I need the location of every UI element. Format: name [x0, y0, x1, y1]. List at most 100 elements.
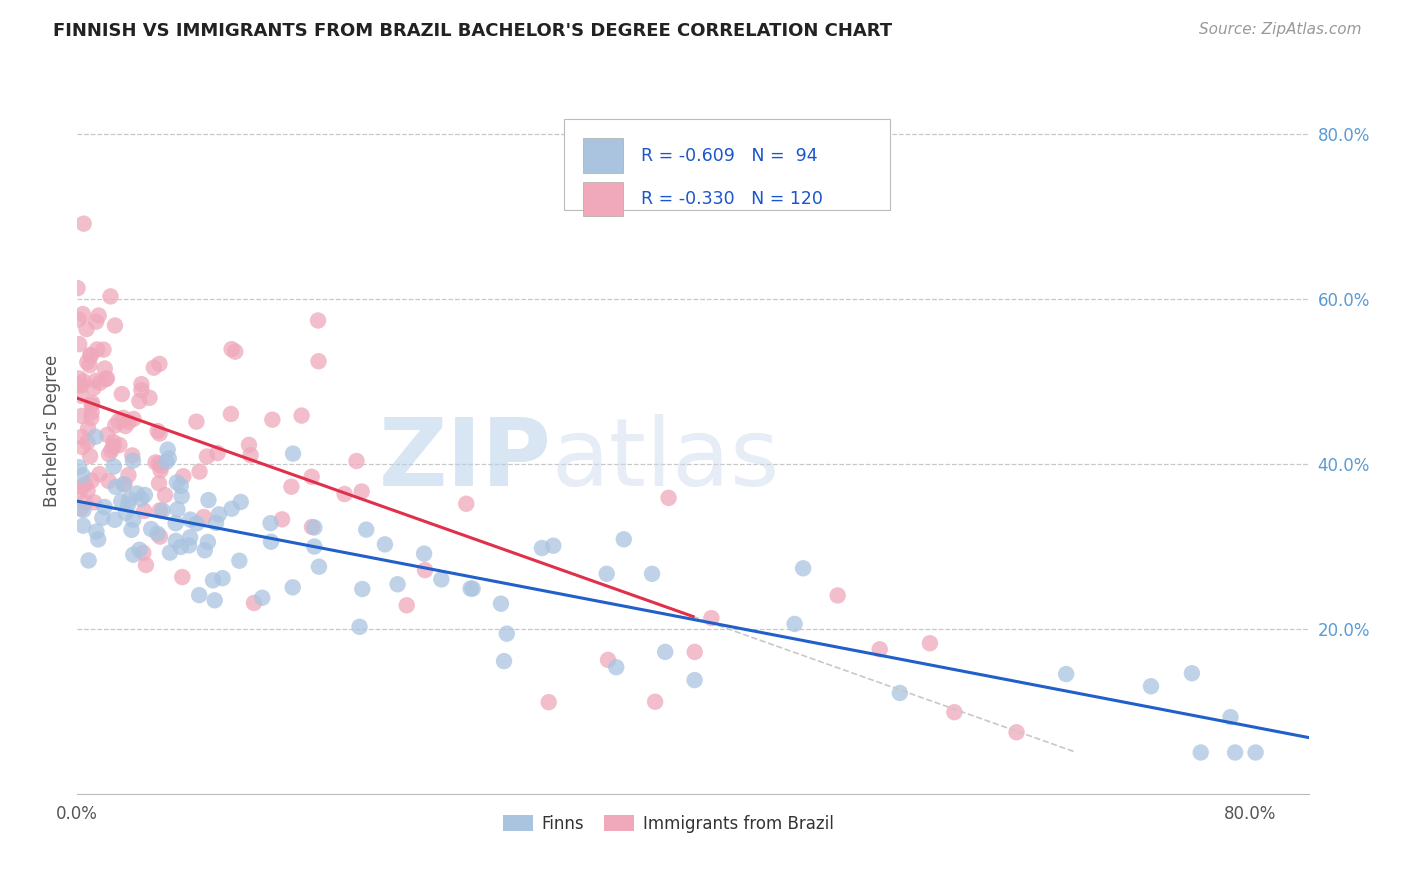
Point	[374, 537, 396, 551]
Point	[72, 468, 94, 483]
Point	[100, 443, 122, 458]
Point	[87, 309, 110, 323]
Point	[188, 588, 211, 602]
Point	[84, 315, 107, 329]
Point	[204, 593, 226, 607]
Point	[179, 530, 201, 544]
Point	[83, 381, 105, 395]
Point	[229, 495, 252, 509]
FancyBboxPatch shape	[564, 120, 890, 210]
Text: FINNISH VS IMMIGRANTS FROM BRAZIL BACHELOR'S DEGREE CORRELATION CHART: FINNISH VS IMMIGRANTS FROM BRAZIL BACHEL…	[53, 22, 893, 40]
Point	[683, 645, 706, 659]
Point	[89, 467, 111, 482]
Point	[413, 547, 436, 561]
Point	[195, 450, 218, 464]
Point	[201, 574, 224, 588]
Point	[139, 522, 162, 536]
Point	[613, 533, 636, 547]
Point	[197, 535, 219, 549]
Point	[352, 582, 374, 596]
Point	[211, 571, 233, 585]
Point	[543, 539, 565, 553]
Point	[350, 484, 373, 499]
FancyBboxPatch shape	[583, 182, 623, 217]
Point	[122, 412, 145, 426]
Point	[188, 465, 211, 479]
Point	[356, 523, 378, 537]
Point	[395, 599, 418, 613]
Point	[304, 540, 326, 554]
Point	[157, 451, 180, 466]
Point	[170, 489, 193, 503]
Point	[259, 516, 281, 530]
Point	[122, 548, 145, 562]
Point	[186, 516, 208, 531]
Point	[138, 391, 160, 405]
Point	[150, 458, 173, 473]
Point	[307, 313, 329, 327]
Point	[110, 494, 132, 508]
Text: R = -0.330   N = 120: R = -0.330 N = 120	[641, 190, 824, 208]
Point	[82, 396, 104, 410]
Point	[77, 421, 100, 435]
Point	[84, 430, 107, 444]
Point	[96, 427, 118, 442]
Point	[179, 513, 201, 527]
Point	[149, 503, 172, 517]
Point	[346, 454, 368, 468]
Point	[70, 501, 93, 516]
Point	[658, 491, 681, 505]
Text: ZIP: ZIP	[378, 414, 551, 506]
Point	[170, 540, 193, 554]
Point	[128, 394, 150, 409]
Point	[208, 508, 231, 522]
Point	[67, 378, 90, 392]
Point	[238, 438, 260, 452]
Point	[301, 520, 323, 534]
Point	[605, 660, 627, 674]
Point	[219, 407, 242, 421]
Point	[145, 455, 167, 469]
Point	[122, 453, 145, 467]
Point	[128, 542, 150, 557]
Point	[108, 438, 131, 452]
Point	[644, 695, 666, 709]
Point	[134, 488, 156, 502]
Point	[1219, 710, 1241, 724]
Point	[80, 349, 103, 363]
Point	[228, 554, 250, 568]
Point	[114, 419, 136, 434]
Point	[271, 512, 294, 526]
Point	[641, 566, 664, 581]
Point	[103, 439, 125, 453]
Point	[194, 543, 217, 558]
Point	[107, 414, 129, 428]
Point	[75, 477, 97, 491]
Point	[149, 463, 172, 477]
Point	[239, 448, 262, 462]
Point	[76, 435, 98, 450]
Point	[492, 654, 515, 668]
Point	[530, 541, 553, 555]
Point	[76, 355, 98, 369]
Point	[121, 523, 143, 537]
Point	[80, 398, 103, 412]
Point	[148, 476, 170, 491]
Point	[308, 559, 330, 574]
Point	[91, 511, 114, 525]
Point	[537, 695, 560, 709]
Point	[103, 459, 125, 474]
Point	[131, 383, 153, 397]
Point	[166, 475, 188, 490]
Point	[84, 374, 107, 388]
Point	[290, 409, 312, 423]
Point	[117, 498, 139, 512]
Point	[172, 570, 194, 584]
FancyBboxPatch shape	[583, 138, 623, 173]
Point	[112, 410, 135, 425]
Point	[280, 480, 302, 494]
Point	[135, 558, 157, 572]
Point	[70, 430, 93, 444]
Point	[103, 435, 125, 450]
Point	[1005, 725, 1028, 739]
